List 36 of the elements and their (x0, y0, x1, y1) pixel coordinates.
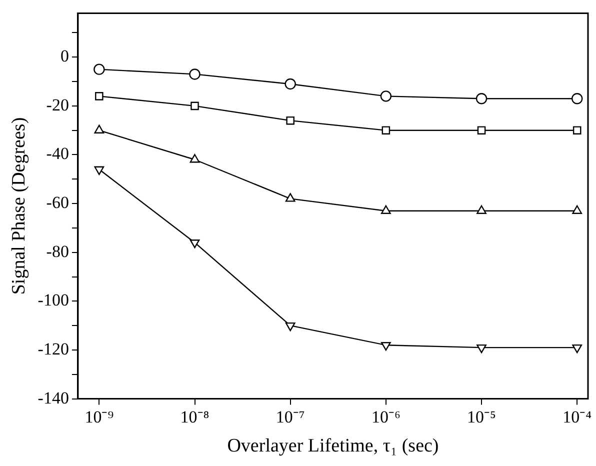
point (190, 240, 200, 248)
x-tick-label: 10⁻⁶ (371, 407, 400, 426)
y-tick-label: -40 (46, 144, 69, 164)
point (381, 342, 391, 351)
point (380, 90, 392, 102)
y-tick-label: -140 (38, 388, 69, 408)
point (477, 126, 486, 134)
point (286, 116, 294, 125)
point (382, 126, 390, 134)
point (94, 166, 104, 175)
y-tick-label: 0 (60, 46, 69, 66)
y-tick-label: -60 (46, 193, 69, 212)
y-tick-label: -100 (38, 290, 69, 310)
x-tick-label: 10⁻⁹ (84, 407, 114, 426)
y-axis-title: Signal Phase (Degrees) (8, 117, 30, 295)
point (189, 68, 200, 80)
point (572, 93, 583, 104)
x-axis-title: Overlayer Lifetime, τ₁ (sec) (227, 436, 439, 457)
point (476, 344, 486, 354)
y-tick-label: -80 (46, 242, 69, 261)
point (94, 124, 104, 134)
x-tick-label: 10⁻⁸ (180, 407, 210, 426)
point (476, 93, 488, 104)
y-tick-label: -120 (38, 339, 69, 358)
point (190, 102, 199, 110)
point (572, 126, 582, 134)
x-tick-label: 10⁻⁷ (276, 407, 305, 426)
point (572, 344, 582, 354)
x-tick-label: 10⁻⁴ (562, 407, 592, 426)
point (95, 92, 104, 100)
point (190, 154, 200, 163)
y-tick-label: -20 (46, 95, 69, 114)
point (284, 78, 296, 90)
point (285, 322, 296, 332)
x-tick-label: 10⁻⁵ (467, 407, 496, 426)
point (94, 64, 105, 75)
